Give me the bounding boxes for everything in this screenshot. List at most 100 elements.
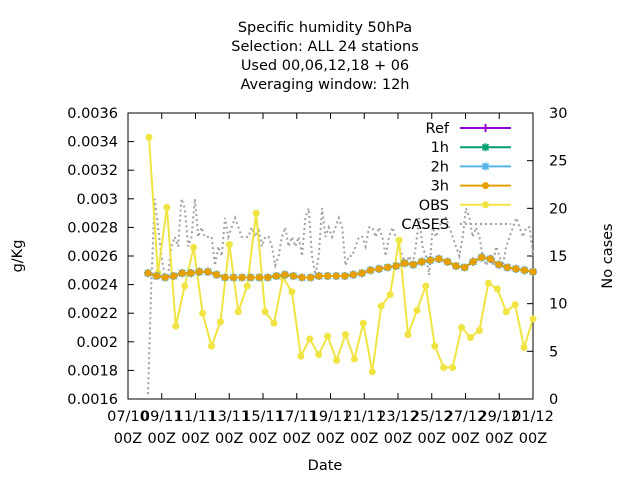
x-tick-label-date: 27/12 [445,409,487,425]
legend-label: OBS [419,198,449,214]
data-point [333,356,341,364]
data-point [163,203,171,211]
series-3h [144,253,537,281]
data-point [243,282,251,290]
y-tick-label: 0.002 [76,335,118,351]
data-point [324,332,332,340]
legend: Ref 1h 2h 3h OBS CASES [401,121,511,233]
data-point [484,279,492,287]
data-point [170,272,178,280]
data-point [341,272,349,280]
data-point [297,352,305,360]
data-point [449,364,457,372]
data-point [358,269,366,277]
series-2h [144,253,537,282]
data-point [478,253,486,261]
x-tick-label-hour: 00Z [283,431,311,447]
y2-tick-label: 5 [549,344,558,360]
data-point [386,291,394,299]
data-point [395,236,403,244]
data-point [341,331,349,339]
data-point [255,273,263,281]
cases-line [147,198,534,395]
y2-tick-label: 15 [549,249,567,265]
x-tick-label-date: 23/12 [377,409,419,425]
data-point [375,265,383,273]
data-point [247,273,255,281]
title-line-2: Selection: ALL 24 stations [231,39,419,55]
plot-frame [127,112,534,400]
x-tick-label-date: 29/12 [478,409,520,425]
legend-marker [481,162,490,171]
y-tick-label: 0.0018 [67,363,118,379]
y-axis: 0.0016 0.0018 0.002 0.0022 0.0024 0.0026 0.002… [67,106,134,408]
legend-marker [481,143,490,152]
data-point [466,334,474,342]
y2-axis: 0 5 10 15 20 25 30 [527,106,567,408]
data-point [366,266,374,274]
data-point [261,308,269,316]
x-tick-label-hour: 00Z [485,431,513,447]
chart-title: Specific humidity 50hPa Selection: ALL 2… [231,20,419,93]
title-line-1: Specific humidity 50hPa [238,20,412,36]
data-point [315,351,323,359]
data-point [458,324,466,331]
data-point [281,271,289,279]
y2-tick-label: 25 [549,154,567,170]
data-point [212,271,220,279]
series-line [148,137,534,372]
series-line [147,256,534,279]
data-point [216,318,224,326]
data-point [332,272,340,280]
data-point [452,262,460,270]
data-point [486,255,494,263]
x-tick-label-date: 21/11 [343,409,385,425]
data-point [511,301,519,309]
x-tick-label-hour: 00Z [350,431,378,447]
data-point [270,319,278,327]
x-tick-label-hour: 00Z [215,431,243,447]
x-tick-label-hour: 00Z [114,431,142,447]
legend-marker [482,201,489,209]
data-point [252,209,260,217]
legend-marker [482,182,489,190]
x-tick-label-hour: 00Z [181,431,209,447]
legend-label: 1h [431,140,449,156]
data-point [426,256,434,264]
data-point [512,265,520,273]
data-point [172,322,180,330]
data-point [418,258,426,266]
title-line-4: Averaging window: 12h [240,77,409,93]
data-point [520,344,528,352]
x-tick-label-hour: 00Z [249,431,277,447]
x-tick-label-date: 17/11 [276,409,318,425]
data-point [195,268,203,276]
data-point [178,269,186,277]
y2-tick-label: 30 [549,106,567,122]
data-point [288,288,296,296]
x-tick-label-hour: 00Z [148,431,176,447]
legend-item-2h: 2h [431,159,511,175]
data-point [493,285,501,293]
data-point [377,302,385,310]
data-point [199,309,207,317]
x-tick-label-date: 19/11 [310,409,352,425]
y-tick-label: 0.0032 [67,163,118,179]
data-point [520,266,528,274]
data-point [443,258,451,266]
x-tick-label-hour: 00Z [519,431,547,447]
x-axis: 07/10 00Z 09/11 00Z 11/11 00Z 13/11 00Z 15/11 00Z… [107,113,554,447]
legend-label: 3h [431,179,449,195]
x-tick-label-date: 15/11 [242,409,284,425]
data-point [289,272,297,280]
data-point [225,241,233,249]
y-tick-label: 0.0022 [67,306,118,322]
data-point [529,315,537,323]
y-tick-label: 0.003 [76,192,118,208]
y-tick-label: 0.0036 [67,106,118,122]
y-tick-label: 0.0026 [67,249,118,265]
x-tick-label-date: 09/11 [141,409,183,425]
x-tick-label-date: 13/11 [208,409,250,425]
data-point [145,133,153,141]
x-tick-label-date: 01/12 [512,409,554,425]
